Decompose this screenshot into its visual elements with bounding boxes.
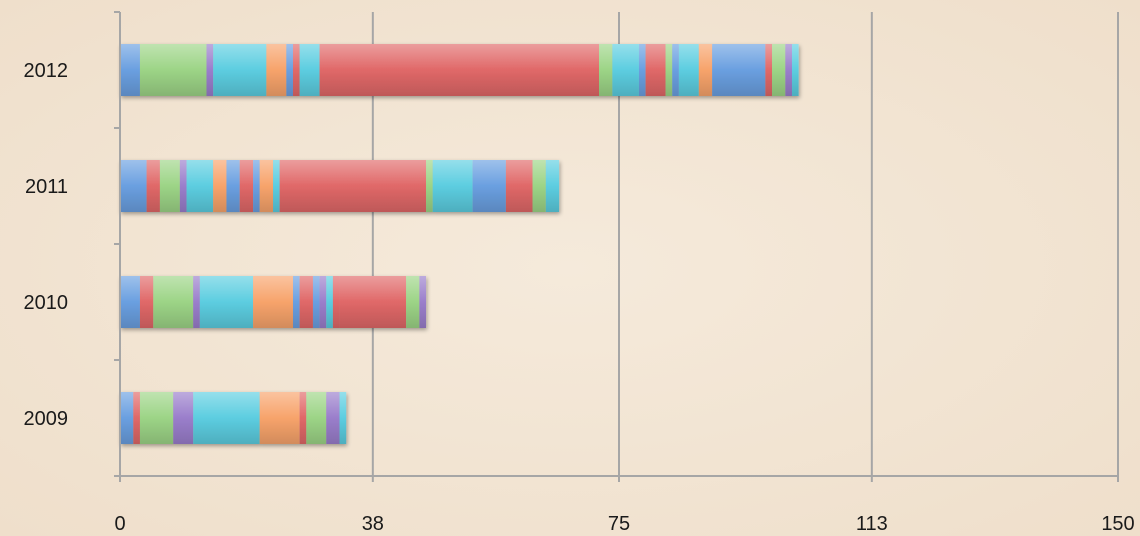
bar-segment-2011-8 (239, 160, 254, 212)
bar-segment-2011-1 (120, 160, 147, 212)
bar-segment-2010-13 (339, 276, 407, 328)
bar-stack-2012 (120, 44, 799, 96)
bar-segment-2011-7 (226, 160, 240, 212)
bar-segment-2012-12 (638, 44, 646, 96)
axes (114, 11, 1119, 482)
x-tick-label-75: 75 (608, 513, 630, 535)
y-tick-label-2011: 2011 (25, 176, 68, 198)
bar-segment-2012-9 (319, 44, 600, 96)
bar-segment-2012-13 (645, 44, 666, 96)
y-tick-label-2009: 2009 (24, 408, 69, 430)
bar-segment-2012-21 (785, 44, 792, 96)
bar-segment-2012-17 (698, 44, 713, 96)
bar-segment-2009-9 (326, 392, 340, 444)
bar-segment-2011-11 (273, 160, 280, 212)
bar-segment-2011-15 (472, 160, 506, 212)
bar-segment-2010-11 (326, 276, 333, 328)
bar-segment-2012-15 (672, 44, 679, 96)
bar-segment-2010-12 (332, 276, 340, 328)
bar-segment-2012-11 (612, 44, 639, 96)
bar-segment-2012-3 (206, 44, 214, 96)
x-tick-label-38: 38 (362, 513, 384, 535)
bar-segment-2009-4 (173, 392, 194, 444)
bar-segment-2011-4 (179, 160, 187, 212)
bar-segment-2012-5 (266, 44, 287, 96)
y-tick-label-2012: 2012 (24, 60, 69, 82)
bar-segment-2009-7 (299, 392, 307, 444)
bar-segment-2010-6 (253, 276, 293, 328)
bar-segment-2012-20 (772, 44, 786, 96)
bar-segment-2010-7 (292, 276, 300, 328)
bar-segment-2010-4 (193, 276, 200, 328)
bar-stack-2009 (120, 392, 347, 444)
bar-segment-2010-15 (419, 276, 427, 328)
y-tick-label-2010: 2010 (24, 292, 69, 314)
bar-segment-2009-5 (193, 392, 260, 444)
bar-segment-2012-10 (599, 44, 613, 96)
bar-segment-2010-10 (319, 276, 327, 328)
x-tick-label-0: 0 (114, 513, 125, 535)
bar-segment-2011-10 (259, 160, 274, 212)
bar-segment-2012-6 (286, 44, 293, 96)
bar-segment-2009-10 (339, 392, 347, 444)
bar-segment-2010-2 (139, 276, 154, 328)
bar-segment-2009-3 (139, 392, 174, 444)
bar-segment-2012-18 (712, 44, 766, 96)
bar-segment-2009-1 (120, 392, 134, 444)
bar-segment-2012-1 (120, 44, 140, 96)
x-tick-label-113: 113 (856, 513, 888, 535)
bar-segment-2011-12 (279, 160, 427, 212)
bar-segment-2012-4 (213, 44, 267, 96)
bar-segment-2011-13 (426, 160, 433, 212)
bar-stack-2011 (120, 160, 560, 212)
bar-segment-2011-14 (432, 160, 473, 212)
bar-segment-2012-14 (665, 44, 673, 96)
bar-segment-2011-3 (159, 160, 180, 212)
bar-segment-2011-2 (146, 160, 160, 212)
tick-labels: 0 38 75 113 150 2009 2010 2011 2012 (24, 60, 1135, 535)
bar-segment-2010-5 (199, 276, 254, 328)
bar-segment-2012-7 (292, 44, 300, 96)
x-tick-label-150: 150 (1101, 513, 1134, 535)
bar-segment-2012-22 (791, 44, 799, 96)
bar-segment-2010-14 (406, 276, 420, 328)
bar-segment-2011-17 (532, 160, 546, 212)
bar-segment-2010-3 (153, 276, 194, 328)
bar-segment-2009-2 (133, 392, 140, 444)
bar-segment-2010-9 (312, 276, 320, 328)
bar-segment-2011-6 (213, 160, 227, 212)
bar-segment-2010-1 (120, 276, 140, 328)
bar-segment-2012-2 (139, 44, 207, 96)
bar-segment-2012-16 (678, 44, 699, 96)
bar-segment-2011-9 (253, 160, 260, 212)
bar-segment-2012-19 (765, 44, 773, 96)
bar-stack-2010 (120, 276, 427, 328)
bar-segment-2011-16 (505, 160, 533, 212)
bars (120, 44, 799, 444)
bar-segment-2011-5 (186, 160, 214, 212)
bar-segment-2011-18 (545, 160, 560, 212)
bar-segment-2009-6 (259, 392, 300, 444)
bar-segment-2010-8 (299, 276, 313, 328)
bar-segment-2009-8 (306, 392, 327, 444)
bar-segment-2012-8 (299, 44, 320, 96)
